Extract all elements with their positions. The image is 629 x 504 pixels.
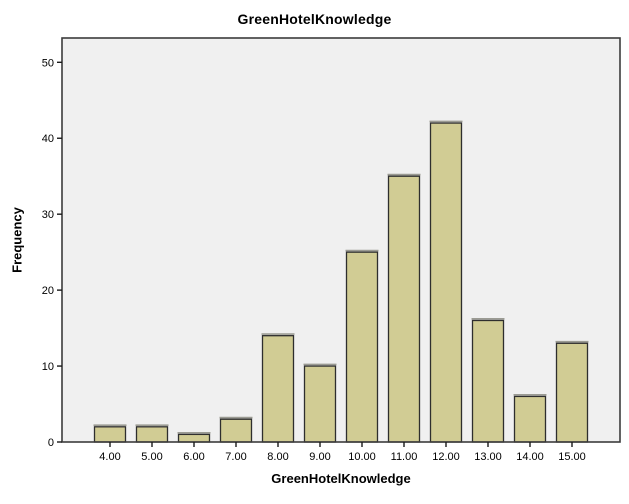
bar — [555, 342, 589, 443]
x-tick-label: 7.00 — [225, 451, 246, 463]
bar — [219, 418, 253, 443]
x-tick-label: 14.00 — [516, 451, 544, 463]
bar — [429, 122, 463, 443]
x-tick-label: 8.00 — [267, 451, 288, 463]
bar — [135, 426, 169, 443]
y-tick-label: 30 — [42, 209, 54, 221]
bar — [177, 433, 211, 443]
bar — [345, 251, 379, 443]
x-axis-title: GreenHotelKnowledge — [271, 471, 411, 486]
x-tick-label: 12.00 — [432, 451, 460, 463]
plot-frame — [61, 37, 621, 443]
y-tick-label: 0 — [48, 437, 54, 449]
x-tick-label: 15.00 — [558, 451, 586, 463]
x-tick-label: 4.00 — [99, 451, 120, 463]
y-tick-label: 20 — [42, 285, 54, 297]
y-tick-label: 10 — [42, 361, 54, 373]
plot-background — [62, 38, 620, 442]
bar — [303, 365, 337, 443]
x-tick-label: 13.00 — [474, 451, 502, 463]
x-tick-label: 11.00 — [391, 451, 418, 463]
x-tick-label: 9.00 — [309, 451, 330, 463]
bar — [513, 395, 547, 443]
y-tick-label: 40 — [42, 133, 54, 145]
x-tick-label: 6.00 — [183, 451, 204, 463]
x-tick-label: 5.00 — [141, 451, 162, 463]
bar — [387, 175, 421, 443]
chart-title: GreenHotelKnowledge — [237, 11, 392, 27]
x-tick-label: 10.00 — [348, 451, 376, 463]
bar — [261, 335, 295, 443]
bar — [93, 426, 127, 443]
bar — [471, 319, 505, 443]
y-tick-label: 50 — [42, 57, 54, 69]
